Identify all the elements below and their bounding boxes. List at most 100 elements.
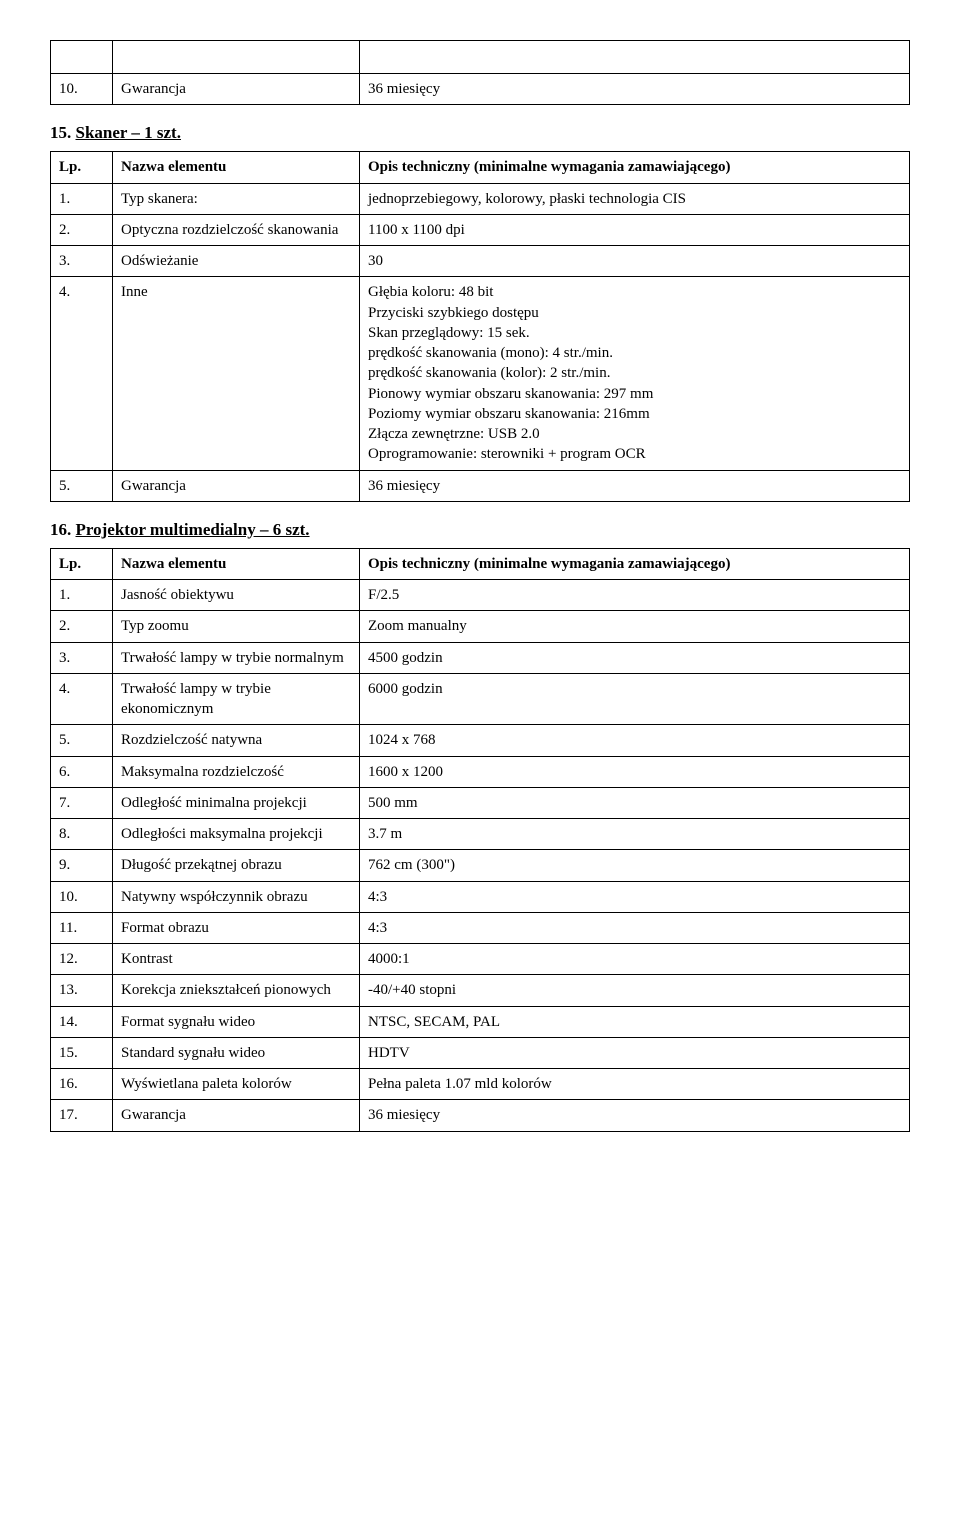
cell-name: Gwarancja (113, 74, 360, 105)
cell-lp: 1. (51, 580, 113, 611)
cell-lp: 10. (51, 881, 113, 912)
cell-lp: 12. (51, 944, 113, 975)
table-row: 16.Wyświetlana paleta kolorówPełna palet… (51, 1069, 910, 1100)
section-title: Projektor multimedialny – 6 szt. (76, 520, 310, 539)
table-row: 2. Optyczna rozdzielczość skanowania 110… (51, 214, 910, 245)
table-row: 11.Format obrazu4:3 (51, 912, 910, 943)
cell-name: Gwarancja (113, 1100, 360, 1131)
table-row: 1.Jasność obiektywuF/2.5 (51, 580, 910, 611)
header-desc: Opis techniczny (minimalne wymagania zam… (360, 152, 910, 183)
table-row: 12.Kontrast4000:1 (51, 944, 910, 975)
cell-name: Kontrast (113, 944, 360, 975)
cell-desc: 3.7 m (360, 819, 910, 850)
cell-lp: 14. (51, 1006, 113, 1037)
cell-desc: Pełna paleta 1.07 mld kolorów (360, 1069, 910, 1100)
table-row: 7.Odległość minimalna projekcji500 mm (51, 787, 910, 818)
cell-lp: 5. (51, 725, 113, 756)
cell-name: Długość przekątnej obrazu (113, 850, 360, 881)
cell-name: Odległość minimalna projekcji (113, 787, 360, 818)
cell-name: Wyświetlana paleta kolorów (113, 1069, 360, 1100)
cell-name: Trwałość lampy w trybie ekonomicznym (113, 673, 360, 725)
header-lp: Lp. (51, 152, 113, 183)
cell-name: Optyczna rozdzielczość skanowania (113, 214, 360, 245)
cell-lp: 15. (51, 1037, 113, 1068)
cell-lp: 3. (51, 642, 113, 673)
cell-lp: 3. (51, 246, 113, 277)
cell-lp: 2. (51, 214, 113, 245)
header-lp: Lp. (51, 548, 113, 579)
cell-name: Rozdzielczość natywna (113, 725, 360, 756)
cell-desc: 4:3 (360, 881, 910, 912)
cell-desc: 4:3 (360, 912, 910, 943)
cell-name: Typ skanera: (113, 183, 360, 214)
cell-name: Maksymalna rozdzielczość (113, 756, 360, 787)
cell-desc: HDTV (360, 1037, 910, 1068)
header-desc: Opis techniczny (minimalne wymagania zam… (360, 548, 910, 579)
table-row: 4.Trwałość lampy w trybie ekonomicznym60… (51, 673, 910, 725)
cell-name: Natywny współczynnik obrazu (113, 881, 360, 912)
cell-desc: 1600 x 1200 (360, 756, 910, 787)
cell-desc: 4500 godzin (360, 642, 910, 673)
table-row: 4. Inne Głębia koloru: 48 bit Przyciski … (51, 277, 910, 470)
table-section-16: Lp. Nazwa elementu Opis techniczny (mini… (50, 548, 910, 1132)
table-header-row: Lp. Nazwa elementu Opis techniczny (mini… (51, 152, 910, 183)
cell-lp: 4. (51, 673, 113, 725)
cell-desc: 6000 godzin (360, 673, 910, 725)
cell-name: Inne (113, 277, 360, 470)
cell-desc: 500 mm (360, 787, 910, 818)
cell-lp: 11. (51, 912, 113, 943)
table-row: 10.Natywny współczynnik obrazu4:3 (51, 881, 910, 912)
table-header-row: Lp. Nazwa elementu Opis techniczny (mini… (51, 548, 910, 579)
cell-name: Odświeżanie (113, 246, 360, 277)
top-table: 10. Gwarancja 36 miesięcy (50, 40, 910, 105)
cell-name: Typ zoomu (113, 611, 360, 642)
table-row: 5.Rozdzielczość natywna1024 x 768 (51, 725, 910, 756)
cell-name: Format obrazu (113, 912, 360, 943)
table-row: 15.Standard sygnału wideoHDTV (51, 1037, 910, 1068)
cell-lp: 6. (51, 756, 113, 787)
cell-name: Standard sygnału wideo (113, 1037, 360, 1068)
table-row: 13.Korekcja zniekształceń pionowych-40/+… (51, 975, 910, 1006)
table-row: 2.Typ zoomuZoom manualny (51, 611, 910, 642)
cell-desc: 1024 x 768 (360, 725, 910, 756)
cell-lp: 1. (51, 183, 113, 214)
section-heading-15: 15. Skaner – 1 szt. (50, 123, 910, 143)
cell-lp: 10. (51, 74, 113, 105)
cell-desc: 1100 x 1100 dpi (360, 214, 910, 245)
table-row: 8.Odległości maksymalna projekcji3.7 m (51, 819, 910, 850)
cell-lp: 16. (51, 1069, 113, 1100)
table-row: 3. Odświeżanie 30 (51, 246, 910, 277)
table-row: 6.Maksymalna rozdzielczość1600 x 1200 (51, 756, 910, 787)
cell-desc: Zoom manualny (360, 611, 910, 642)
table-row: 14.Format sygnału wideoNTSC, SECAM, PAL (51, 1006, 910, 1037)
cell-desc: 36 miesięcy (360, 470, 910, 501)
cell-desc: 36 miesięcy (360, 1100, 910, 1131)
cell-desc: NTSC, SECAM, PAL (360, 1006, 910, 1037)
section-number: 16. (50, 520, 71, 539)
cell-name: Format sygnału wideo (113, 1006, 360, 1037)
header-name: Nazwa elementu (113, 548, 360, 579)
cell-lp: 9. (51, 850, 113, 881)
cell-lp: 13. (51, 975, 113, 1006)
cell-lp: 2. (51, 611, 113, 642)
cell-name: Odległości maksymalna projekcji (113, 819, 360, 850)
cell-name: Korekcja zniekształceń pionowych (113, 975, 360, 1006)
cell-desc: 30 (360, 246, 910, 277)
table-row: 9.Długość przekątnej obrazu762 cm (300") (51, 850, 910, 881)
section-heading-16: 16. Projektor multimedialny – 6 szt. (50, 520, 910, 540)
section-title: Skaner – 1 szt. (76, 123, 181, 142)
table-row: 17.Gwarancja36 miesięcy (51, 1100, 910, 1131)
cell-lp: 8. (51, 819, 113, 850)
table-row: 5. Gwarancja 36 miesięcy (51, 470, 910, 501)
cell-lp: 4. (51, 277, 113, 470)
cell-name: Jasność obiektywu (113, 580, 360, 611)
section-number: 15. (50, 123, 71, 142)
table-section-15: Lp. Nazwa elementu Opis techniczny (mini… (50, 151, 910, 502)
table-row (51, 41, 910, 74)
cell-desc: -40/+40 stopni (360, 975, 910, 1006)
cell-desc: 762 cm (300") (360, 850, 910, 881)
table-row: 3.Trwałość lampy w trybie normalnym4500 … (51, 642, 910, 673)
cell-name: Gwarancja (113, 470, 360, 501)
cell-name: Trwałość lampy w trybie normalnym (113, 642, 360, 673)
cell-desc: F/2.5 (360, 580, 910, 611)
